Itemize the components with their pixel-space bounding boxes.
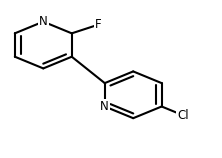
Text: N: N [39,15,48,28]
Text: F: F [95,18,101,31]
Text: N: N [100,100,109,113]
Text: Cl: Cl [177,109,189,122]
